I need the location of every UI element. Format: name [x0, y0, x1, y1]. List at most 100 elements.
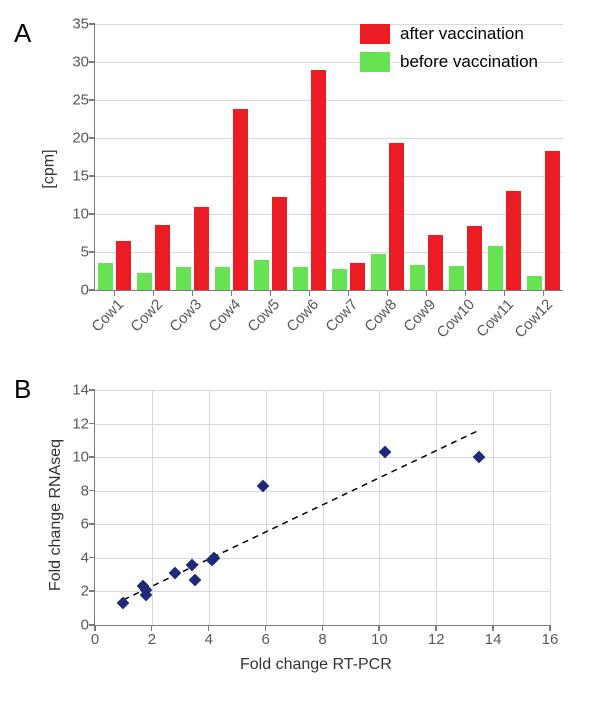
- ytick-label: 5: [81, 244, 89, 261]
- bar: [506, 191, 521, 290]
- bar: [527, 276, 542, 290]
- bar: [233, 109, 248, 290]
- xtick: [94, 625, 96, 631]
- gridline: [493, 390, 494, 625]
- xtick-label: 8: [318, 631, 326, 648]
- bar: [155, 225, 170, 290]
- gridline: [209, 390, 210, 625]
- bar: [272, 197, 287, 290]
- bar: [488, 246, 503, 290]
- panel-a-label: A: [14, 18, 31, 49]
- ytick: [89, 590, 95, 592]
- bar: [350, 263, 365, 290]
- ytick: [89, 251, 95, 253]
- xtick: [435, 625, 437, 631]
- ytick: [89, 175, 95, 177]
- ytick-label: 25: [72, 92, 89, 109]
- ytick-label: 8: [81, 482, 89, 499]
- gridline: [95, 176, 563, 177]
- xtick-label: 0: [91, 631, 99, 648]
- ytick-label: 10: [72, 206, 89, 223]
- bar: [449, 266, 464, 290]
- gridline: [323, 390, 324, 625]
- gridline: [550, 390, 551, 625]
- bar: [371, 254, 386, 290]
- bar: [428, 235, 443, 290]
- xtick: [492, 625, 494, 631]
- category-label: Cow2: [127, 296, 166, 335]
- panel-b-xlabel: Fold change RT-PCR: [240, 656, 392, 674]
- ytick-label: 0: [81, 617, 89, 634]
- ytick: [89, 23, 95, 25]
- bar: [137, 273, 152, 290]
- bar: [389, 143, 404, 290]
- category-label: Cow3: [166, 296, 205, 335]
- gridline: [95, 100, 563, 101]
- bar: [254, 260, 269, 290]
- ytick: [89, 490, 95, 492]
- panel-b-ylabel: Fold change RNAseq: [47, 439, 65, 591]
- category-label: Cow6: [283, 296, 322, 335]
- panel-b-plot: 024681012140246810121416: [94, 390, 550, 626]
- legend-item: after vaccination: [360, 24, 538, 44]
- ytick: [89, 423, 95, 425]
- ytick: [89, 213, 95, 215]
- gridline: [95, 214, 563, 215]
- scatter-point: [117, 597, 130, 610]
- bar: [311, 70, 326, 290]
- category-label: Cow10: [433, 296, 478, 341]
- ytick-label: 10: [72, 449, 89, 466]
- xtick-label: 12: [428, 631, 445, 648]
- xtick: [151, 625, 153, 631]
- scatter-point: [168, 567, 181, 580]
- scatter-point: [185, 558, 198, 571]
- xtick-label: 4: [205, 631, 213, 648]
- scatter-point: [473, 451, 486, 464]
- gridline: [379, 390, 380, 625]
- xtick: [322, 625, 324, 631]
- bar: [215, 267, 230, 290]
- xtick-label: 14: [485, 631, 502, 648]
- gridline: [436, 390, 437, 625]
- xtick: [208, 625, 210, 631]
- ytick: [89, 389, 95, 391]
- ytick: [89, 557, 95, 559]
- category-label: Cow7: [322, 296, 361, 335]
- legend-item: before vaccination: [360, 52, 538, 72]
- ytick: [89, 456, 95, 458]
- legend-label: before vaccination: [400, 52, 538, 72]
- panel-b: B Fold change RNAseq 0246810121402468101…: [10, 376, 590, 706]
- panel-a: A [cpm] 05101520253035Cow1Cow2Cow3Cow4Co…: [10, 10, 590, 370]
- ytick-label: 12: [72, 415, 89, 432]
- ytick-label: 14: [72, 382, 89, 399]
- ytick-label: 6: [81, 516, 89, 533]
- legend-swatch: [360, 52, 390, 72]
- legend-swatch: [360, 24, 390, 44]
- bar: [467, 226, 482, 290]
- ytick-label: 0: [81, 282, 89, 299]
- xtick-label: 16: [542, 631, 559, 648]
- bar: [176, 267, 191, 290]
- bar: [194, 207, 209, 290]
- category-label: Cow12: [511, 296, 556, 341]
- bar: [410, 265, 425, 290]
- category-label: Cow1: [88, 296, 127, 335]
- ytick-label: 20: [72, 130, 89, 147]
- bar: [116, 241, 131, 290]
- ytick: [89, 137, 95, 139]
- bar: [332, 269, 347, 290]
- bar: [98, 263, 113, 290]
- ytick: [89, 99, 95, 101]
- xtick-label: 10: [371, 631, 388, 648]
- category-label: Cow11: [473, 296, 517, 341]
- ytick: [89, 61, 95, 63]
- panel-a-ylabel: [cpm]: [41, 149, 59, 188]
- ytick-label: 30: [72, 54, 89, 71]
- xtick-label: 2: [148, 631, 156, 648]
- bar: [545, 151, 560, 290]
- category-label: Cow5: [244, 296, 283, 335]
- ytick-label: 2: [81, 583, 89, 600]
- ytick-label: 4: [81, 549, 89, 566]
- panel-a-legend: after vaccination before vaccination: [360, 24, 538, 80]
- category-label: Cow4: [205, 296, 244, 335]
